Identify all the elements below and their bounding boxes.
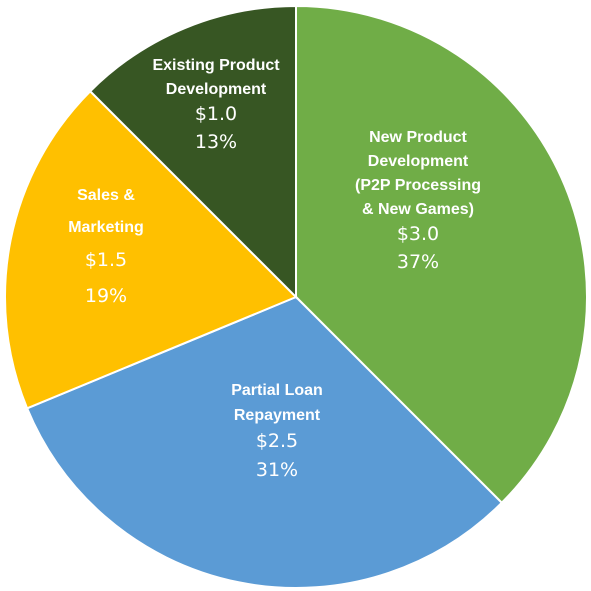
slice-value-label: $1.0 <box>195 103 237 125</box>
slice-value-label: $3.0 <box>397 223 439 245</box>
slice-label-line: Development <box>368 153 469 170</box>
slice-value-label: $2.5 <box>256 430 298 452</box>
slice-label-line: Partial Loan <box>231 382 323 399</box>
slice-percent-label: 13% <box>195 131 237 153</box>
slice-value-label: $1.5 <box>85 249 127 271</box>
slice-label-sales-marketing: Sales & Marketing $1.5 19% <box>68 187 144 307</box>
slice-label-new-product-development-p2p-processing-new-games: New Product Development (P2P Processing & N… <box>355 129 481 273</box>
slice-label-existing-product-development: Existing Product Development $1.0 13% <box>152 57 280 153</box>
pie-slice-existing-product-development <box>88 4 297 300</box>
slice-label-partial-loan-repayment: Partial Loan Repayment $2.5 31% <box>231 382 323 481</box>
pie-slice-new-product-development-p2p-processing-new-games <box>295 4 588 505</box>
slice-label-line: Sales & <box>77 187 135 204</box>
pie-slice-sales-marketing <box>4 89 298 410</box>
slice-label-line: Repayment <box>234 407 321 424</box>
slice-label-line: Development <box>166 81 267 98</box>
slice-percent-label: 19% <box>85 285 127 307</box>
slice-percent-label: 31% <box>256 459 298 481</box>
slice-label-line: Marketing <box>68 219 144 236</box>
slice-percent-label: 37% <box>397 251 439 273</box>
slice-label-line: Existing Product <box>152 57 280 74</box>
slice-label-line: New Product <box>369 129 467 146</box>
slice-label-line: & New Games) <box>362 201 474 218</box>
slice-label-line: (P2P Processing <box>355 177 481 194</box>
pie-slice-partial-loan-repayment <box>25 295 504 589</box>
